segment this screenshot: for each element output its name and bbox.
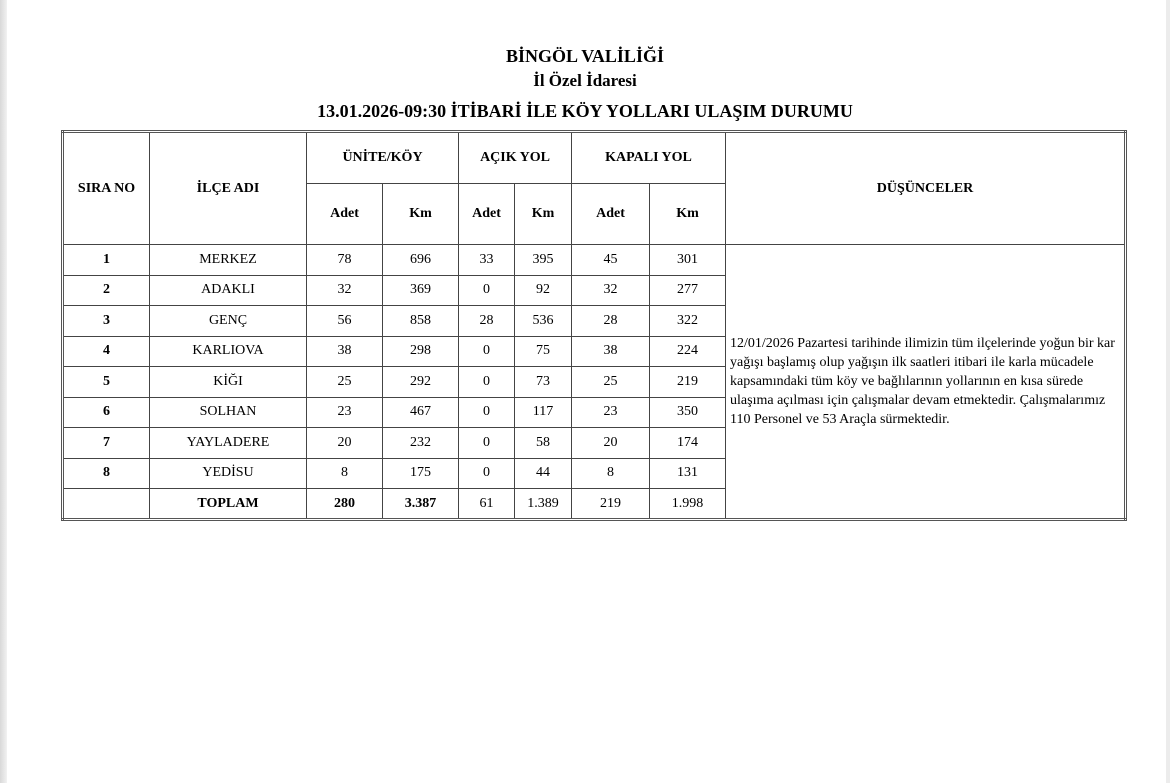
cell-unite-adet: 8 xyxy=(306,457,383,489)
cell-kapali-km: 224 xyxy=(649,335,727,367)
header-km: Km xyxy=(649,183,727,245)
cell-unite-adet: 20 xyxy=(306,427,383,459)
cell-ilce-name: KARLIOVA xyxy=(149,335,307,367)
cell-sira-no: 2 xyxy=(62,274,150,306)
cell-unite-km: 175 xyxy=(382,457,459,489)
header-ilce-adi: İLÇE ADI xyxy=(149,131,307,245)
header-adet: Adet xyxy=(306,183,383,245)
total-kapali-adet: 219 xyxy=(571,488,651,520)
cell-sira-no: 3 xyxy=(62,305,150,337)
cell-unite-adet: 23 xyxy=(306,396,383,428)
cell-kapali-km: 174 xyxy=(649,427,727,459)
cell-ilce-name: KİĞI xyxy=(149,366,307,398)
cell-acik-adet: 0 xyxy=(458,396,515,428)
table-row: 4 KARLIOVA 38 298 0 75 38 224 xyxy=(62,335,1126,367)
header-adet: Adet xyxy=(571,183,651,245)
header-km: Km xyxy=(382,183,459,245)
cell-kapali-adet: 8 xyxy=(571,457,651,489)
empty-cell xyxy=(62,488,150,520)
notes-cell: 12/01/2026 Pazartesi tarihinde ilimizin … xyxy=(725,244,1126,520)
cell-acik-km: 395 xyxy=(513,244,573,276)
cell-sira-no: 4 xyxy=(62,335,150,367)
total-row: TOPLAM 280 3.387 61 1.389 219 1.998 xyxy=(62,488,1126,520)
total-acik-km: 1.389 xyxy=(513,488,573,520)
table-row: 1 MERKEZ 78 696 33 395 45 301 12/01/2026 Pazarte… xyxy=(62,244,1126,520)
cell-kapali-km: 277 xyxy=(649,274,727,306)
cell-unite-adet: 25 xyxy=(306,366,383,398)
cell-kapali-adet: 20 xyxy=(571,427,651,459)
header-sira-no: SIRA NO xyxy=(62,131,150,245)
total-acik-adet: 61 xyxy=(458,488,515,520)
report-heading: 13.01.2026-09:30 İTİBARİ İLE KÖY YOLLARI… xyxy=(317,101,853,121)
cell-acik-adet: 0 xyxy=(458,366,515,398)
cell-ilce-name: YAYLADERE xyxy=(149,427,307,459)
cell-acik-adet: 0 xyxy=(458,274,515,306)
cell-kapali-km: 219 xyxy=(649,366,727,398)
header-km: Km xyxy=(513,183,573,245)
cell-acik-km: 44 xyxy=(513,457,573,489)
table-row: 6 SOLHAN 23 467 0 117 23 350 xyxy=(62,396,1126,428)
total-unite-km: 3.387 xyxy=(382,488,459,520)
cell-unite-km: 858 xyxy=(382,305,459,337)
cell-acik-km: 58 xyxy=(513,427,573,459)
cell-kapali-km: 322 xyxy=(649,305,727,337)
header-dusunceler: DÜŞÜNCELER xyxy=(725,131,1126,245)
cell-ilce-name: MERKEZ xyxy=(149,244,307,276)
table-row: 8 YEDİSU 8 175 0 44 8 131 xyxy=(62,457,1126,489)
cell-acik-km: 92 xyxy=(513,274,573,306)
table-row: 2 ADAKLI 32 369 0 92 32 277 xyxy=(62,274,1126,306)
cell-kapali-adet: 23 xyxy=(571,396,651,428)
cell-ilce-name: ADAKLI xyxy=(149,274,307,306)
cell-unite-km: 696 xyxy=(382,244,459,276)
table-row: 7 YAYLADERE 20 232 0 58 20 174 xyxy=(62,427,1126,459)
cell-unite-adet: 32 xyxy=(306,274,383,306)
cell-acik-adet: 0 xyxy=(458,427,515,459)
document-subtitle: İl Özel İdaresi xyxy=(533,71,637,90)
page-edge xyxy=(0,0,7,783)
cell-kapali-km: 131 xyxy=(649,457,727,489)
cell-sira-no: 6 xyxy=(62,396,150,428)
cell-sira-no: 7 xyxy=(62,427,150,459)
header-adet: Adet xyxy=(458,183,515,245)
total-kapali-km: 1.998 xyxy=(649,488,727,520)
cell-kapali-adet: 25 xyxy=(571,366,651,398)
total-ilce-name: TOPLAM xyxy=(149,488,307,520)
cell-unite-km: 298 xyxy=(382,335,459,367)
cell-ilce-name: SOLHAN xyxy=(149,396,307,428)
cell-unite-km: 467 xyxy=(382,396,459,428)
total-unite-adet: 280 xyxy=(306,488,383,520)
cell-unite-adet: 78 xyxy=(306,244,383,276)
cell-kapali-km: 301 xyxy=(649,244,727,276)
cell-sira-no: 5 xyxy=(62,366,150,398)
cell-sira-no: 1 xyxy=(62,244,150,276)
cell-acik-km: 117 xyxy=(513,396,573,428)
cell-kapali-adet: 28 xyxy=(571,305,651,337)
cell-acik-km: 73 xyxy=(513,366,573,398)
cell-unite-km: 292 xyxy=(382,366,459,398)
cell-acik-adet: 0 xyxy=(458,457,515,489)
cell-unite-km: 232 xyxy=(382,427,459,459)
cell-ilce-name: GENÇ xyxy=(149,305,307,337)
cell-unite-adet: 38 xyxy=(306,335,383,367)
cell-acik-km: 75 xyxy=(513,335,573,367)
cell-sira-no: 8 xyxy=(62,457,150,489)
cell-acik-km: 536 xyxy=(513,305,573,337)
cell-ilce-name: YEDİSU xyxy=(149,457,307,489)
header-unite-koy: ÜNİTE/KÖY xyxy=(306,131,459,184)
document-title: BİNGÖL VALİLİĞİ xyxy=(506,46,664,66)
cell-acik-adet: 28 xyxy=(458,305,515,337)
page-edge xyxy=(1166,0,1170,783)
cell-acik-adet: 33 xyxy=(458,244,515,276)
cell-unite-adet: 56 xyxy=(306,305,383,337)
cell-kapali-adet: 32 xyxy=(571,274,651,306)
cell-kapali-adet: 45 xyxy=(571,244,651,276)
header-acik-yol: AÇIK YOL xyxy=(457,131,573,184)
cell-kapali-adet: 38 xyxy=(571,335,651,367)
cell-kapali-km: 350 xyxy=(649,396,727,428)
header-kapali-yol: KAPALI YOL xyxy=(571,131,727,184)
road-status-table: SIRA NO İLÇE ADI ÜNİTE/KÖY AÇIK YOL KAPA… xyxy=(61,130,1127,521)
cell-acik-adet: 0 xyxy=(458,335,515,367)
cell-unite-km: 369 xyxy=(382,274,459,306)
